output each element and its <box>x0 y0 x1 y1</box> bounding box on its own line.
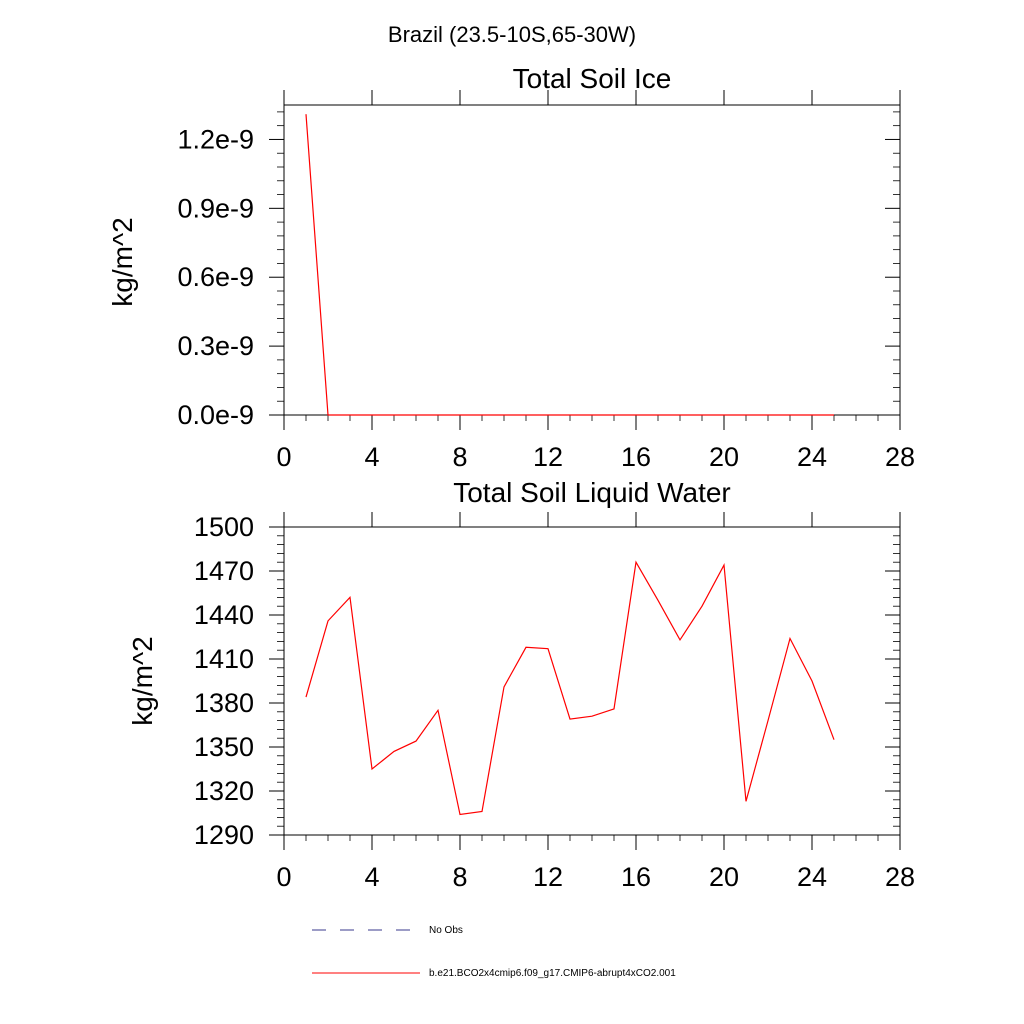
x-tick-label: 16 <box>621 442 651 472</box>
y-tick-label: 1470 <box>194 556 254 586</box>
chart-panel-1: 0 4 8 12 16 20 24 28 0.0e-9 0.3e-9 0.6e-9 0.9e-9 1.2… <box>107 63 915 472</box>
x-tick-label: 20 <box>709 862 739 892</box>
x-tick-label: 24 <box>797 442 827 472</box>
page-title: Brazil (23.5-10S,65-30W) <box>388 22 636 47</box>
legend-model-label: b.e21.BCO2x4cmip6.f09_g17.CMIP6-abrupt4x… <box>429 968 676 979</box>
chart-title: Total Soil Liquid Water <box>453 477 731 508</box>
y-tick-label: 1410 <box>194 644 254 674</box>
chart-panel-2: 0 4 8 12 16 20 24 28 1290 1320 1350 1380 1410 1440 147… <box>127 477 915 892</box>
y-tick-label: 0.0e-9 <box>177 400 254 430</box>
x-tick-label: 0 <box>276 862 291 892</box>
x-tick-label: 4 <box>364 442 379 472</box>
y-tick-label: 1380 <box>194 688 254 718</box>
x-tick-label: 8 <box>452 442 467 472</box>
x-tick-label: 0 <box>276 442 291 472</box>
y-axis-label: kg/m^2 <box>127 636 158 725</box>
x-tick-label: 24 <box>797 862 827 892</box>
y-tick-label: 1500 <box>194 512 254 542</box>
x-tick-label: 8 <box>452 862 467 892</box>
y-tick-label: 1350 <box>194 732 254 762</box>
x-tick-label: 16 <box>621 862 651 892</box>
plot-frame <box>283 104 901 416</box>
chart-title: Total Soil Ice <box>513 63 672 94</box>
y-tick-label: 1.2e-9 <box>177 124 254 154</box>
y-tick-label: 1290 <box>194 820 254 850</box>
x-tick-label: 20 <box>709 442 739 472</box>
x-tick-label: 28 <box>885 442 915 472</box>
x-tick-label: 28 <box>885 862 915 892</box>
series-line-1 <box>305 560 835 816</box>
x-tick-label: 4 <box>364 862 379 892</box>
y-tick-label: 0.9e-9 <box>177 193 254 223</box>
legend: No Obs b.e21.BCO2x4cmip6.f09_g17.CMIP6-a… <box>312 925 676 979</box>
y-axis-label: kg/m^2 <box>107 217 138 306</box>
x-tick-label: 12 <box>533 442 563 472</box>
y-tick-label: 1440 <box>194 600 254 630</box>
series-line-1 <box>305 114 834 416</box>
y-tick-label: 0.3e-9 <box>177 331 254 361</box>
x-tick-label: 12 <box>533 862 563 892</box>
y-tick-label: 1320 <box>194 776 254 806</box>
legend-obs-label: No Obs <box>429 925 463 936</box>
y-tick-label: 0.6e-9 <box>177 262 254 292</box>
plot-frame <box>283 526 901 836</box>
